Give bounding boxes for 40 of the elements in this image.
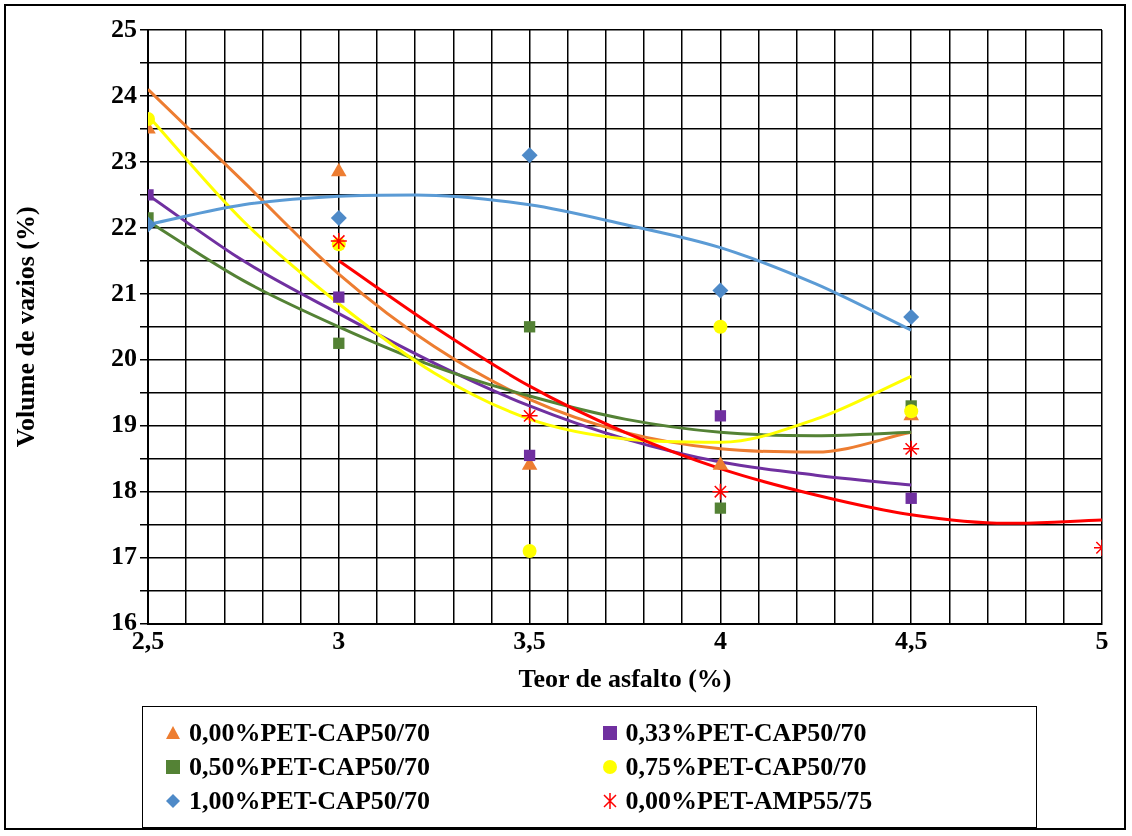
x-tick-label: 3 (332, 625, 346, 655)
point (523, 449, 536, 462)
legend-label: 1,00%PET-CAP50/70 (189, 786, 430, 816)
x-tick-label: 4 (713, 625, 727, 655)
x-tick-label: 4,5 (894, 625, 928, 655)
point (714, 502, 727, 514)
point (521, 147, 538, 164)
legend-label: 0,50%PET-CAP50/70 (189, 752, 430, 782)
y-axis-title: Volume de vazios (%) (11, 206, 41, 448)
point (330, 209, 347, 226)
point (330, 232, 348, 250)
y-tick-label: 25 (111, 13, 137, 43)
line-series (337, 259, 1102, 525)
legend-label: 0,00%PET-CAP50/70 (189, 718, 430, 748)
point (902, 440, 920, 458)
y-tick-label: 17 (111, 541, 137, 571)
point (523, 321, 536, 333)
x-tick-label: 5 (1095, 625, 1109, 655)
x-tick-label: 3,5 (513, 625, 546, 655)
point (714, 410, 727, 422)
y-tick-label: 24 (111, 79, 137, 109)
point (903, 308, 920, 325)
point (333, 337, 345, 349)
legend-label: 0,75%PET-CAP50/70 (625, 752, 867, 782)
y-tick-label: 23 (111, 145, 137, 175)
point (520, 407, 539, 425)
legend-label: 0,33%PET-CAP50/70 (625, 718, 867, 748)
point (712, 282, 729, 299)
legend-label: 0,00%PET-AMP55/75 (625, 786, 873, 816)
y-tick-label: 19 (111, 409, 137, 439)
y-tick-label: 21 (111, 277, 137, 307)
point (711, 482, 730, 501)
point (905, 492, 917, 504)
point (333, 291, 345, 303)
point (713, 319, 728, 334)
y-tick-label: 18 (111, 475, 137, 505)
y-tick-label: 20 (111, 343, 137, 373)
x-axis-title: Teor de asfalto (%) (518, 664, 732, 694)
point (522, 544, 537, 559)
y-tick-label: 22 (111, 211, 137, 241)
